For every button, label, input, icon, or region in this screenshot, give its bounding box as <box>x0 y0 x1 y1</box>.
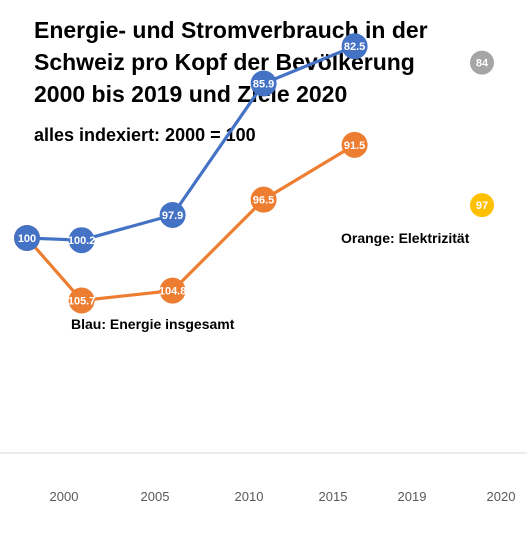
data-point-elektrizitaet-2-label: 104.8 <box>159 286 187 298</box>
data-point-energie-2: 97.9 <box>159 201 186 228</box>
target-label-ziel-elektrizitaet: 97 <box>476 200 488 212</box>
data-point-elektrizitaet-2: 104.8 <box>159 277 187 304</box>
data-point-energie-3-marker <box>250 70 277 97</box>
x-tick-label-2005: 2005 <box>141 489 170 504</box>
data-point-energie-4: 82.5 <box>341 33 368 60</box>
x-tick-label-2020: 2020 <box>487 489 516 504</box>
data-point-energie-4-label: 82.5 <box>344 41 365 53</box>
target-ziel-energie: 84 <box>470 50 494 75</box>
x-tick-label-2015: 2015 <box>319 489 348 504</box>
data-point-energie-2-marker <box>159 201 186 228</box>
data-point-elektrizitaet-2-marker <box>159 277 186 304</box>
target-label-ziel-energie: 84 <box>476 58 489 70</box>
data-point-elektrizitaet-1-marker <box>68 287 95 314</box>
x-tick-label-2019: 2019 <box>398 489 427 504</box>
data-point-energie-2-label: 97.9 <box>162 210 183 222</box>
data-point-elektrizitaet-1-label: 105.7 <box>68 295 96 307</box>
data-point-energie-3-label: 85.9 <box>253 78 274 90</box>
data-point-elektrizitaet-3-label: 96.5 <box>253 195 274 207</box>
data-point-elektrizitaet-4-label: 91.5 <box>344 140 365 152</box>
data-point-energie-1-marker <box>68 227 95 254</box>
data-point-elektrizitaet-3: 96.5 <box>250 186 277 213</box>
annotation-elektrizitaet: Orange: Elektrizität <box>341 230 470 246</box>
chart-subtitle: alles indexiert: 2000 = 100 <box>34 125 256 145</box>
data-point-elektrizitaet-4: 91.5 <box>341 131 368 158</box>
data-point-energie-0-marker <box>14 225 40 251</box>
target-marker-ziel-energie <box>470 50 494 75</box>
data-point-energie-3: 85.9 <box>250 70 277 97</box>
data-point-energie-1: 100.2 <box>68 227 96 254</box>
data-point-elektrizitaet-1: 105.7 <box>68 287 96 314</box>
data-point-energie-1-label: 100.2 <box>68 235 96 247</box>
data-point-elektrizitaet-3-marker <box>250 186 277 213</box>
target-marker-ziel-elektrizitaet <box>470 193 494 218</box>
x-tick-label-2010: 2010 <box>235 489 264 504</box>
target-ziel-elektrizitaet: 97 <box>470 193 494 218</box>
series-line-energie <box>26 44 356 242</box>
data-point-energie-0-label: 100 <box>18 233 36 245</box>
data-point-energie-0: 100 <box>14 225 40 251</box>
chart-title-line-3: 2000 bis 2019 und Ziele 2020 <box>34 81 348 107</box>
x-axis-ticks: 2000 2005 2010 2015 2019 2020 <box>50 489 516 504</box>
x-tick-label-2000: 2000 <box>50 489 79 504</box>
series-line-elektrizitaet <box>25 143 356 303</box>
data-point-elektrizitaet-4-marker <box>341 131 368 158</box>
annotation-energie: Blau: Energie insgesamt <box>71 316 235 332</box>
data-point-energie-4-marker <box>341 33 368 60</box>
chart-marks: 100105.7104.896.591.5100100.297.985.982.… <box>14 33 494 314</box>
